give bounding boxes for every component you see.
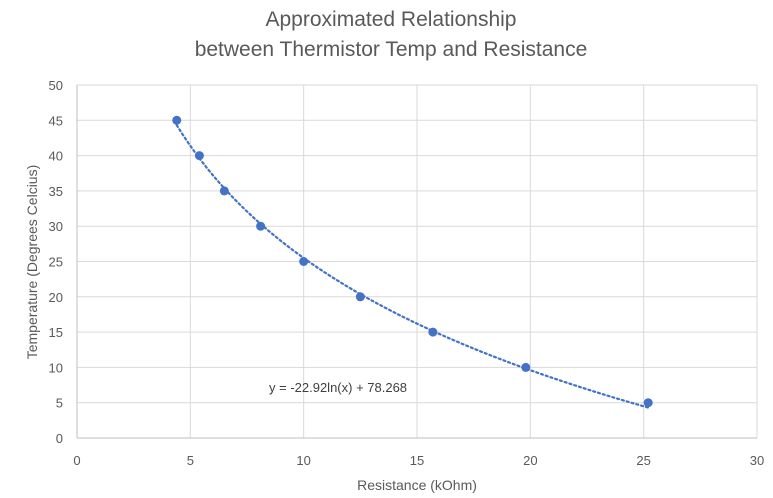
- x-tick-label: 10: [296, 453, 310, 468]
- trendline: [175, 124, 650, 409]
- y-tick-label: 5: [56, 396, 63, 411]
- data-points: [172, 115, 653, 408]
- y-axis-title: Temperature (Degrees Celcius): [24, 165, 40, 360]
- x-tick-label: 25: [636, 453, 650, 468]
- gridlines: [77, 84, 758, 438]
- data-point: [428, 327, 438, 337]
- y-tick-label: 0: [56, 431, 63, 446]
- data-point: [299, 257, 309, 266]
- y-tick-label: 35: [49, 184, 63, 199]
- data-point: [521, 362, 531, 372]
- y-tick-label: 15: [49, 325, 63, 340]
- y-tick-label: 20: [49, 290, 63, 305]
- x-tick-label: 15: [410, 453, 424, 468]
- chart-title-line-2: between Thermistor Temp and Resistance: [195, 38, 588, 61]
- x-tick-label: 20: [523, 453, 537, 468]
- data-point: [172, 115, 182, 125]
- data-point: [355, 292, 365, 302]
- trendline-equation: y = -22.92ln(x) + 78.268: [269, 380, 407, 395]
- data-point: [194, 151, 204, 161]
- x-tick-label: 30: [750, 453, 764, 468]
- data-point: [219, 186, 229, 196]
- x-tick-label: 5: [187, 453, 194, 468]
- tick-labels: 0 5 10 15 20 25 30 35 40 45 50 0 5 10 15 20 25 30: [49, 78, 765, 468]
- y-tick-label: 10: [49, 360, 63, 375]
- y-tick-label: 50: [49, 78, 63, 93]
- data-point: [256, 221, 266, 231]
- trendline-layer: [175, 124, 650, 409]
- x-tick-label: 0: [73, 453, 80, 468]
- axes: [76, 85, 757, 439]
- y-tick-label: 45: [49, 113, 63, 128]
- data-point: [643, 398, 653, 408]
- y-tick-label: 30: [49, 219, 63, 234]
- y-tick-label: 40: [49, 149, 63, 164]
- x-axis-title: Resistance (kOhm): [357, 477, 477, 493]
- y-tick-label: 25: [49, 255, 63, 270]
- chart-title-line-1: Approximated Relationship: [266, 8, 517, 31]
